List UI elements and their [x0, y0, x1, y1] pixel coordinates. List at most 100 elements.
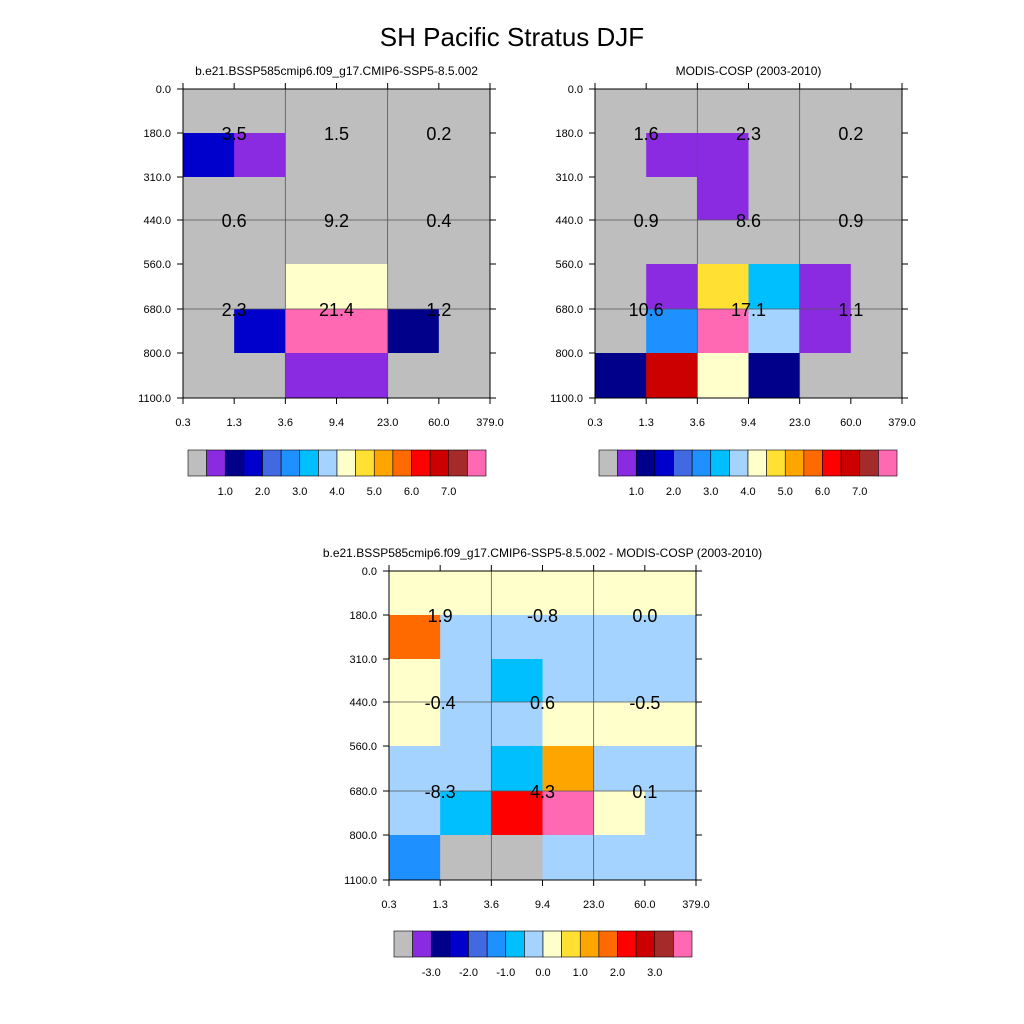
heatmap-cell: [748, 133, 801, 178]
group-value-label: -0.4: [425, 693, 456, 713]
group-value-label: -0.5: [629, 693, 660, 713]
heatmap-cell: [850, 353, 903, 399]
colorbar-label: 0.0: [535, 967, 550, 979]
heatmap-cell: [491, 791, 543, 836]
colorbar-swatch: [449, 930, 469, 958]
x-tick-label: 379.0: [682, 899, 710, 911]
heatmap-cell: [387, 309, 440, 354]
colorbar-swatch: [635, 449, 656, 477]
heatmap-cell: [183, 89, 235, 134]
y-tick-label: 0.0: [362, 566, 377, 578]
heatmap-cell: [595, 89, 647, 134]
colorbar-swatch: [822, 449, 842, 477]
heatmap-cell: [542, 615, 595, 660]
heatmap-cell: [491, 615, 543, 660]
heatmap-cell: [389, 659, 441, 703]
y-tick-label: 180.0: [143, 128, 171, 140]
heatmap-cell: [387, 264, 440, 310]
heatmap-cell: [336, 220, 389, 265]
colorbar-swatch: [187, 449, 207, 477]
heatmap-cell: [644, 615, 697, 660]
heatmap-cell: [387, 220, 440, 265]
heatmap-cell: [389, 791, 441, 836]
heatmap-cell: [336, 264, 389, 310]
x-tick-label: 9.4: [535, 899, 550, 911]
colorbar-swatch: [617, 449, 637, 477]
colorbar-swatch: [784, 449, 805, 477]
colorbar-label: -1.0: [496, 967, 515, 979]
heatmap-cell: [389, 746, 441, 792]
heatmap-cell: [697, 353, 749, 399]
heatmap-cell: [697, 133, 749, 178]
colorbar-swatch: [766, 449, 786, 477]
heatmap-cell: [234, 264, 286, 310]
colorbar-label: 2.0: [666, 486, 681, 498]
heatmap-cell: [234, 220, 286, 265]
colorbar-label: 7.0: [441, 486, 456, 498]
colorbar-swatch: [467, 449, 487, 477]
heatmap-cell: [850, 133, 903, 178]
heatmap-cell: [644, 746, 697, 792]
y-tick-label: 1100.0: [344, 875, 377, 887]
colorbar-swatch: [654, 930, 674, 958]
heatmap-cell: [595, 177, 647, 221]
colorbar-swatch: [579, 930, 600, 958]
x-tick-label: 3.6: [484, 899, 499, 911]
colorbar-swatch: [729, 449, 749, 477]
heatmap-cell: [593, 571, 646, 616]
heatmap-cell: [593, 791, 646, 836]
heatmap-cell: [697, 309, 749, 354]
heatmap-cell: [646, 264, 698, 310]
group-value-label: 0.1: [632, 782, 657, 802]
y-tick-label: 680.0: [555, 304, 583, 316]
colorbar-swatch: [673, 930, 693, 958]
heatmap-cell: [646, 309, 698, 354]
heatmap-cell: [387, 133, 440, 178]
heatmap-cell: [491, 702, 543, 747]
heatmap-cell: [438, 264, 491, 310]
colorbar-swatch: [598, 930, 618, 958]
colorbar-swatch: [859, 449, 879, 477]
heatmap-cell: [183, 353, 235, 399]
heatmap-cell: [183, 177, 235, 221]
heatmap-cell: [285, 177, 337, 221]
colorbar-swatch: [355, 449, 375, 477]
group-value-label: 8.6: [736, 211, 761, 231]
x-tick-label: 23.0: [789, 417, 810, 429]
heatmap-cell: [850, 89, 903, 134]
heatmap-cell: [285, 309, 337, 354]
colorbar-label: 5.0: [367, 486, 382, 498]
heatmap-cell: [748, 177, 801, 221]
heatmap-cell: [285, 264, 337, 310]
y-tick-label: 1100.0: [550, 393, 583, 405]
x-tick-label: 379.0: [476, 417, 504, 429]
heatmap-cell: [389, 702, 441, 747]
heatmap-cell: [593, 702, 646, 747]
heatmap-cell: [285, 220, 337, 265]
group-value-label: 9.2: [324, 211, 349, 231]
heatmap-cell: [234, 133, 286, 178]
heatmap-cell: [285, 89, 337, 134]
panel-title: MODIS-COSP (2003-2010): [676, 64, 822, 78]
heatmap-cell: [491, 659, 543, 703]
group-value-label: 0.9: [634, 211, 659, 231]
group-value-label: 0.9: [838, 211, 863, 231]
group-value-label: 1.5: [324, 124, 349, 144]
y-tick-label: 310.0: [349, 654, 377, 666]
y-tick-label: 440.0: [143, 215, 171, 227]
heatmap-cell: [593, 835, 646, 881]
heatmap-cell: [387, 353, 440, 399]
heatmap-cell: [491, 746, 543, 792]
colorbar-swatch: [486, 930, 507, 958]
panel-title: b.e21.BSSP585cmip6.f09_g17.CMIP6-SSP5-8.…: [323, 546, 762, 560]
group-value-label: 1.9: [428, 606, 453, 626]
heatmap-cell: [799, 220, 852, 265]
group-value-label: 0.4: [426, 211, 451, 231]
group-value-label: 21.4: [319, 300, 354, 320]
colorbar-swatch: [598, 449, 618, 477]
heatmap-cell: [234, 309, 286, 354]
colorbar-label: -3.0: [422, 967, 441, 979]
heatmap-cell: [183, 220, 235, 265]
y-tick-label: 680.0: [349, 786, 377, 798]
